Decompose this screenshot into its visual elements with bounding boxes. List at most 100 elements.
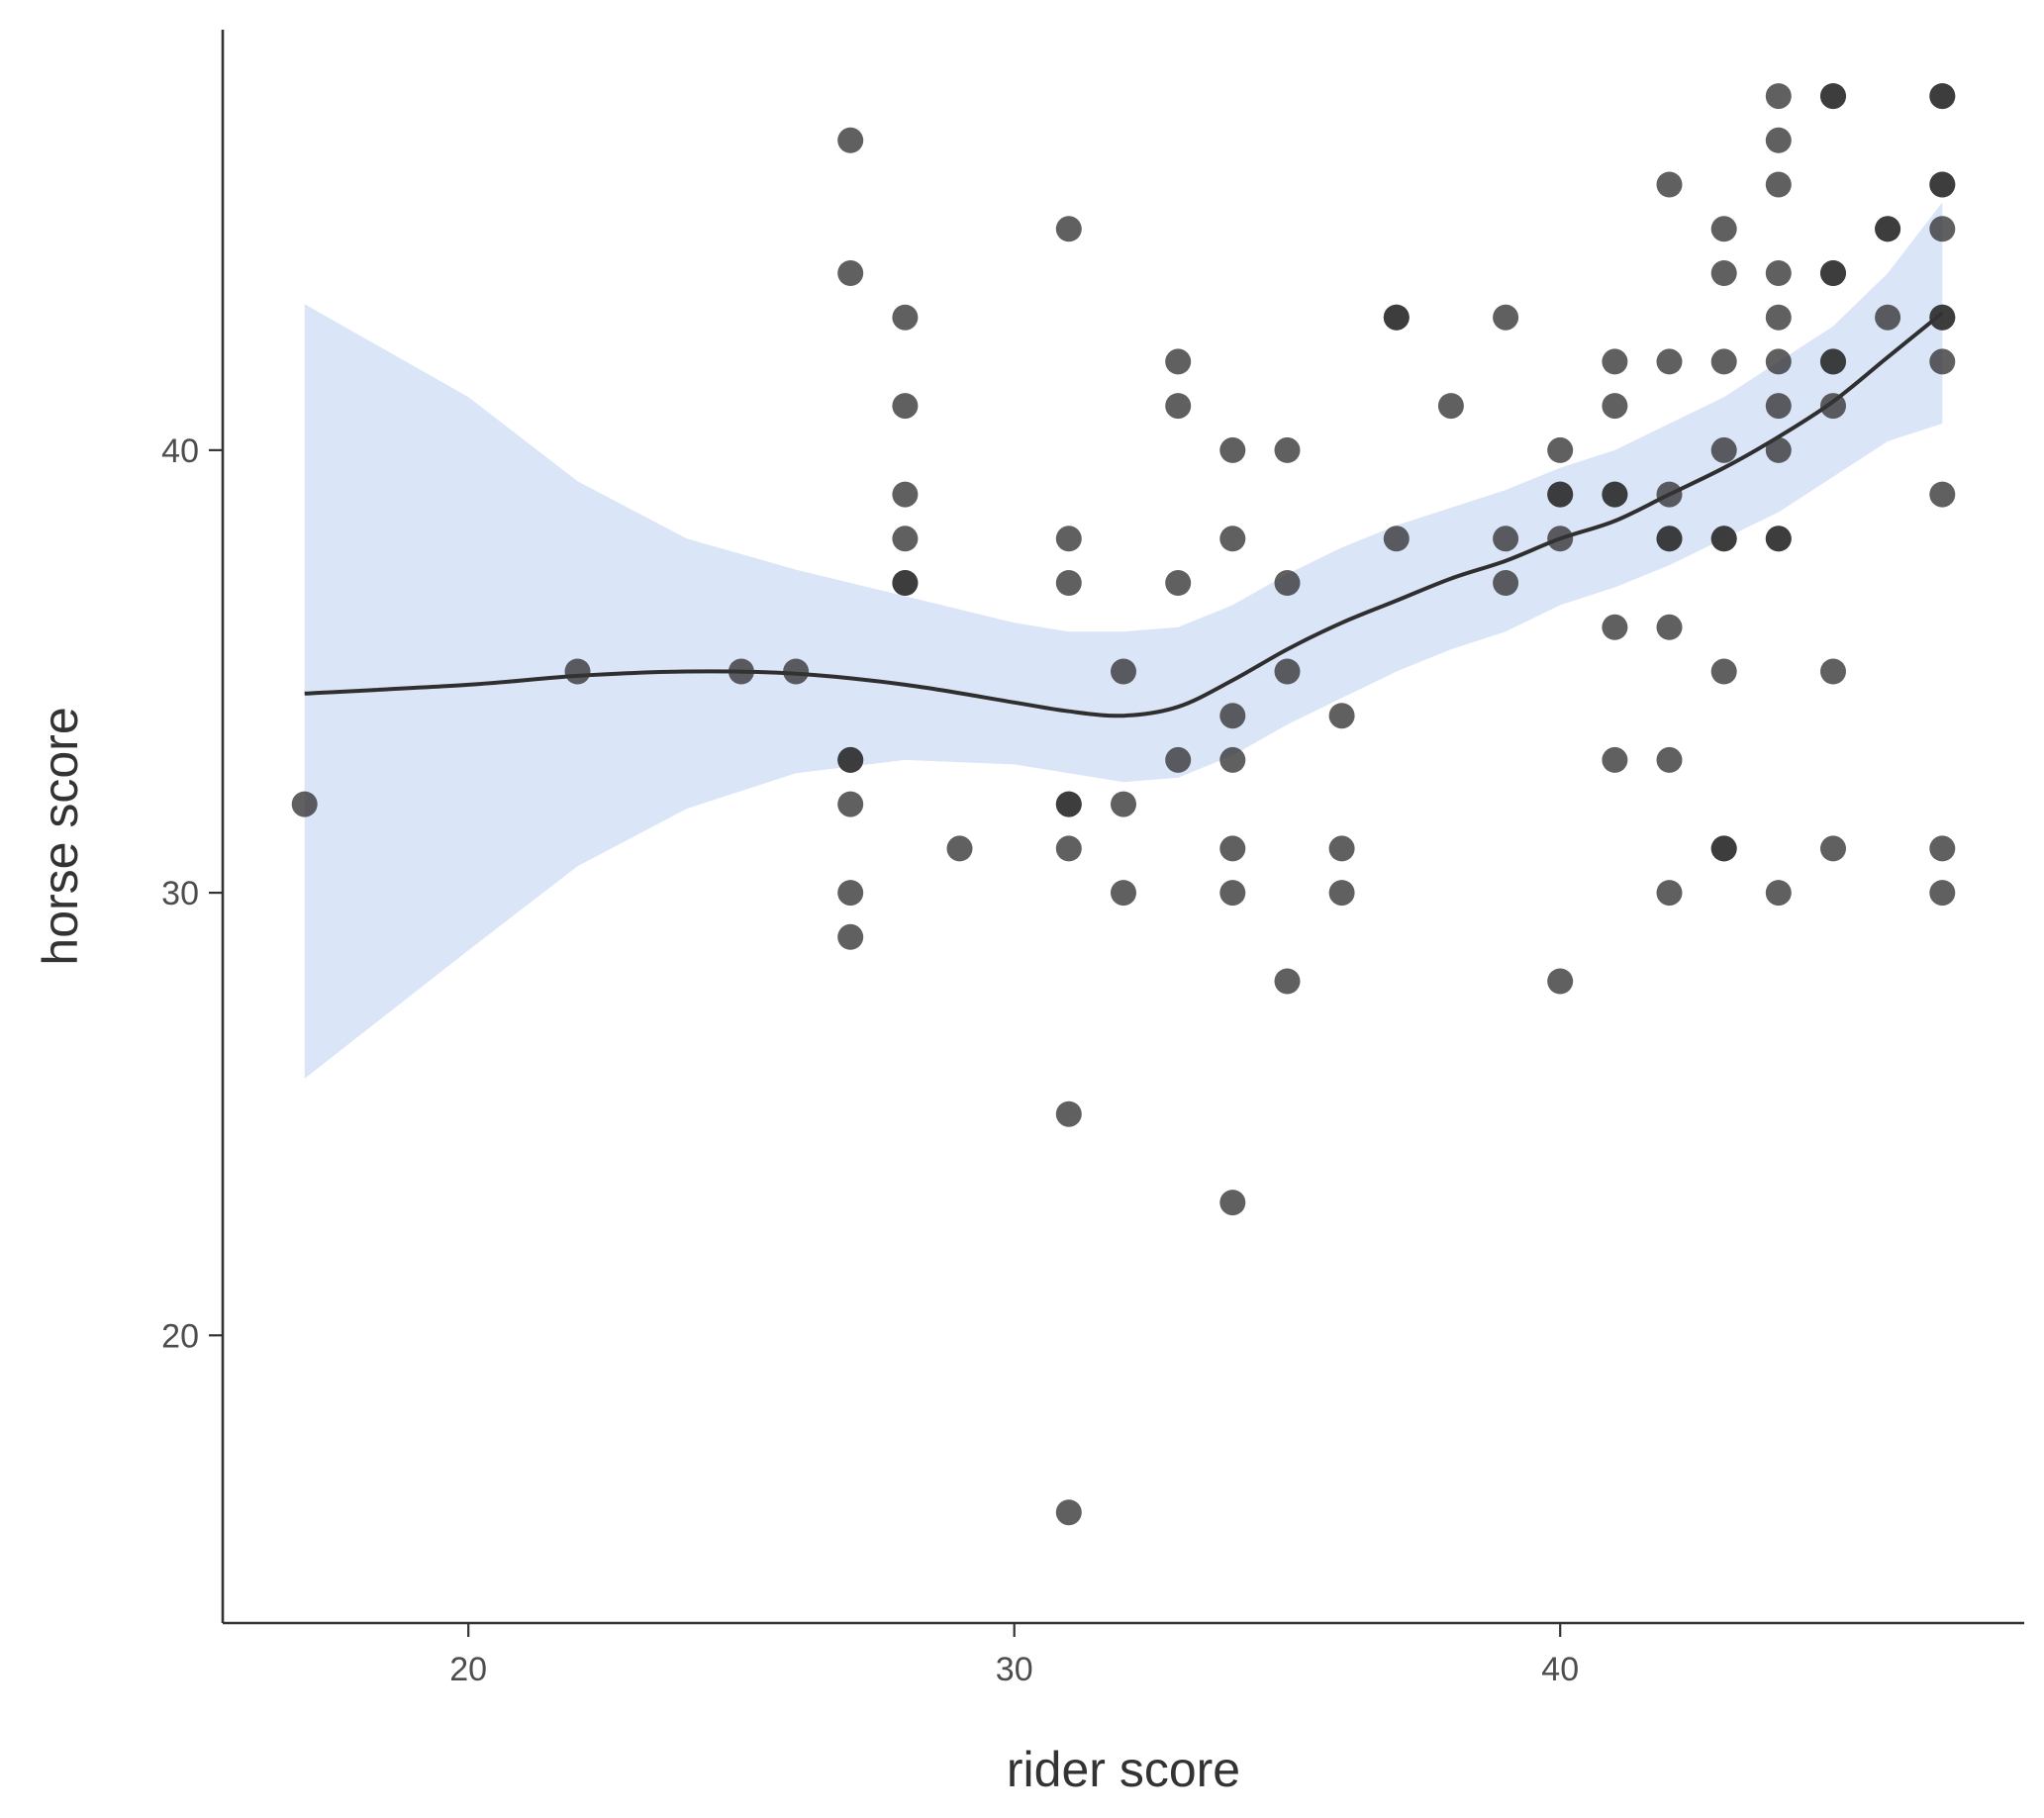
data-point [1437,393,1464,420]
data-point [1165,570,1192,596]
x-tick-label: 30 [996,1651,1033,1688]
data-point [1055,1100,1082,1127]
smooth-trend-line [304,311,1944,718]
x-axis-title: rider score [1007,1742,1240,1797]
data-point [1765,127,1792,153]
data-point [1493,526,1519,552]
data-point [1765,348,1792,375]
data-point [837,880,864,907]
data-point [1820,260,1846,286]
data-point [1875,304,1901,331]
data-point [1929,348,1956,375]
data-point [1710,436,1737,463]
data-point [1602,746,1628,773]
data-point [1765,304,1792,331]
data-point [1765,880,1792,907]
axes: 20 30 40 20 30 40 [161,30,2024,1688]
y-axis-title: horse score [33,707,88,965]
data-point [291,791,318,817]
data-point [1328,703,1355,729]
data-point [1547,481,1574,508]
data-point [1820,658,1846,685]
data-point [1765,260,1792,286]
data-point [837,791,864,817]
data-point [1929,835,1956,862]
data-point [1274,570,1301,596]
data-point [1274,436,1301,463]
y-tick-label: 30 [161,875,199,912]
data-point [1219,703,1246,729]
data-point [1219,526,1246,552]
data-point [1219,436,1246,463]
x-tick-label: 40 [1541,1651,1579,1688]
data-point [1929,171,1956,198]
data-point [783,658,810,685]
data-point [1710,658,1737,685]
data-point [1055,216,1082,242]
data-point [1274,658,1301,685]
data-point [1547,436,1574,463]
data-point [1765,526,1792,552]
data-point [1820,393,1846,420]
data-point [1219,835,1246,862]
data-point [1929,481,1956,508]
data-point [1656,171,1683,198]
data-point [1493,570,1519,596]
data-point [1165,746,1192,773]
data-point [1820,83,1846,110]
y-axis-ticks: 20 30 40 [161,432,223,1355]
y-tick-label: 40 [161,432,199,470]
data-point [1219,880,1246,907]
data-point [1328,880,1355,907]
data-point [1602,393,1628,420]
data-point [1765,393,1792,420]
data-point [1111,658,1136,685]
data-point [1929,304,1956,331]
data-point [1929,880,1956,907]
x-axis-ticks: 20 30 40 [449,1623,1579,1688]
data-point [1820,835,1846,862]
data-point [1765,83,1792,110]
data-point [1710,348,1737,375]
data-point [1165,393,1192,420]
data-point [1493,304,1519,331]
data-point [1274,968,1301,995]
x-tick-label: 20 [449,1651,487,1688]
data-point [837,127,864,153]
data-point [1219,746,1246,773]
data-point [1547,968,1574,995]
data-point [1165,348,1192,375]
data-point [1656,614,1683,640]
data-point [946,835,973,862]
data-point [837,746,864,773]
data-point [1383,526,1410,552]
data-point [1656,880,1683,907]
data-point [1055,526,1082,552]
data-point [1055,1499,1082,1526]
data-point [1656,348,1683,375]
data-point [837,260,864,286]
data-point [1875,216,1901,242]
data-point [1055,570,1082,596]
data-points-layer [291,83,1956,1526]
data-point [1547,526,1574,552]
data-point [1765,171,1792,198]
data-point [892,570,919,596]
data-point [1602,481,1628,508]
data-point [892,393,919,420]
confidence-band [304,202,1943,1079]
data-point [1929,83,1956,110]
data-point [1055,791,1082,817]
data-point [1710,260,1737,286]
data-point [892,481,919,508]
data-point [892,526,919,552]
data-point [1929,216,1956,242]
data-point [1328,835,1355,862]
data-point [1656,481,1683,508]
data-point [1219,1190,1246,1216]
smooth-line-layer [304,311,1944,718]
data-point [1602,348,1628,375]
data-point [1710,216,1737,242]
data-point [1111,791,1136,817]
data-point [1383,304,1410,331]
